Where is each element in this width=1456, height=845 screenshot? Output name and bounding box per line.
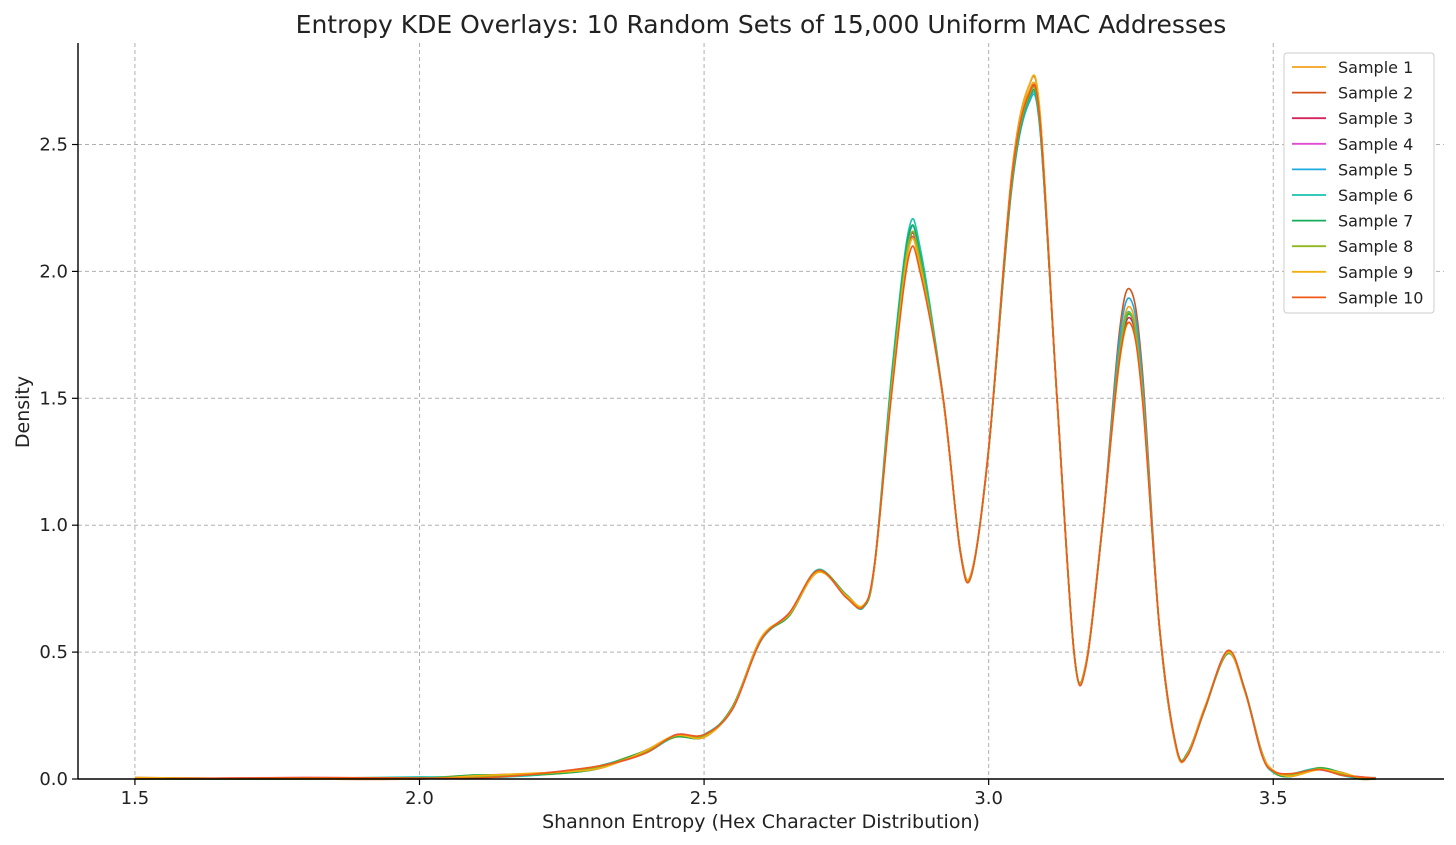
grid-lines xyxy=(78,43,1444,779)
kde-line-sample-7 xyxy=(134,88,1376,781)
kde-line-sample-2 xyxy=(134,75,1376,780)
legend-label: Sample 7 xyxy=(1338,212,1413,231)
legend-label: Sample 4 xyxy=(1338,135,1413,154)
legend-label: Sample 9 xyxy=(1338,263,1413,282)
kde-line-sample-3 xyxy=(134,84,1376,781)
y-tick-label: 2.5 xyxy=(39,135,68,156)
kde-line-sample-8 xyxy=(134,86,1376,780)
y-tick-label: 1.5 xyxy=(39,388,68,409)
x-tick-label: 3.0 xyxy=(974,788,1003,809)
x-axis-label: Shannon Entropy (Hex Character Distribut… xyxy=(542,811,980,833)
x-tick-label: 2.0 xyxy=(405,788,434,809)
y-tick-label: 0.5 xyxy=(39,642,68,663)
y-tick-label: 2.0 xyxy=(39,261,68,282)
kde-line-sample-9 xyxy=(134,74,1376,781)
legend-label: Sample 1 xyxy=(1338,58,1413,77)
x-tick-label: 1.5 xyxy=(121,788,150,809)
kde-line-sample-1 xyxy=(134,81,1376,781)
x-tick-label: 2.5 xyxy=(690,788,719,809)
y-tick-label: 1.0 xyxy=(39,515,68,536)
y-axis-label: Density xyxy=(12,376,34,448)
legend-label: Sample 5 xyxy=(1338,160,1413,179)
legend-label: Sample 10 xyxy=(1338,288,1423,307)
legend-label: Sample 3 xyxy=(1338,109,1413,128)
kde-line-sample-4 xyxy=(134,90,1376,780)
legend-label: Sample 6 xyxy=(1338,186,1413,205)
kde-line-sample-6 xyxy=(134,90,1376,780)
legend-label: Sample 2 xyxy=(1338,84,1413,103)
chart-title: Entropy KDE Overlays: 10 Random Sets of … xyxy=(296,10,1227,39)
x-tick-label: 3.5 xyxy=(1259,788,1288,809)
y-tick-label: 0.0 xyxy=(39,769,68,790)
y-ticks: 0.0 0.5 1.0 1.5 2.0 2.5 xyxy=(39,135,78,790)
kde-line-sample-10 xyxy=(134,83,1376,780)
kde-line-sample-5 xyxy=(134,93,1376,780)
legend-label: Sample 8 xyxy=(1338,237,1413,256)
legend: Sample 1 Sample 2 Sample 3 Sample 4 Sample 5… xyxy=(1283,52,1435,314)
kde-curves xyxy=(134,74,1376,781)
x-ticks: 1.5 2.0 2.5 3.0 3.5 xyxy=(121,779,1288,809)
